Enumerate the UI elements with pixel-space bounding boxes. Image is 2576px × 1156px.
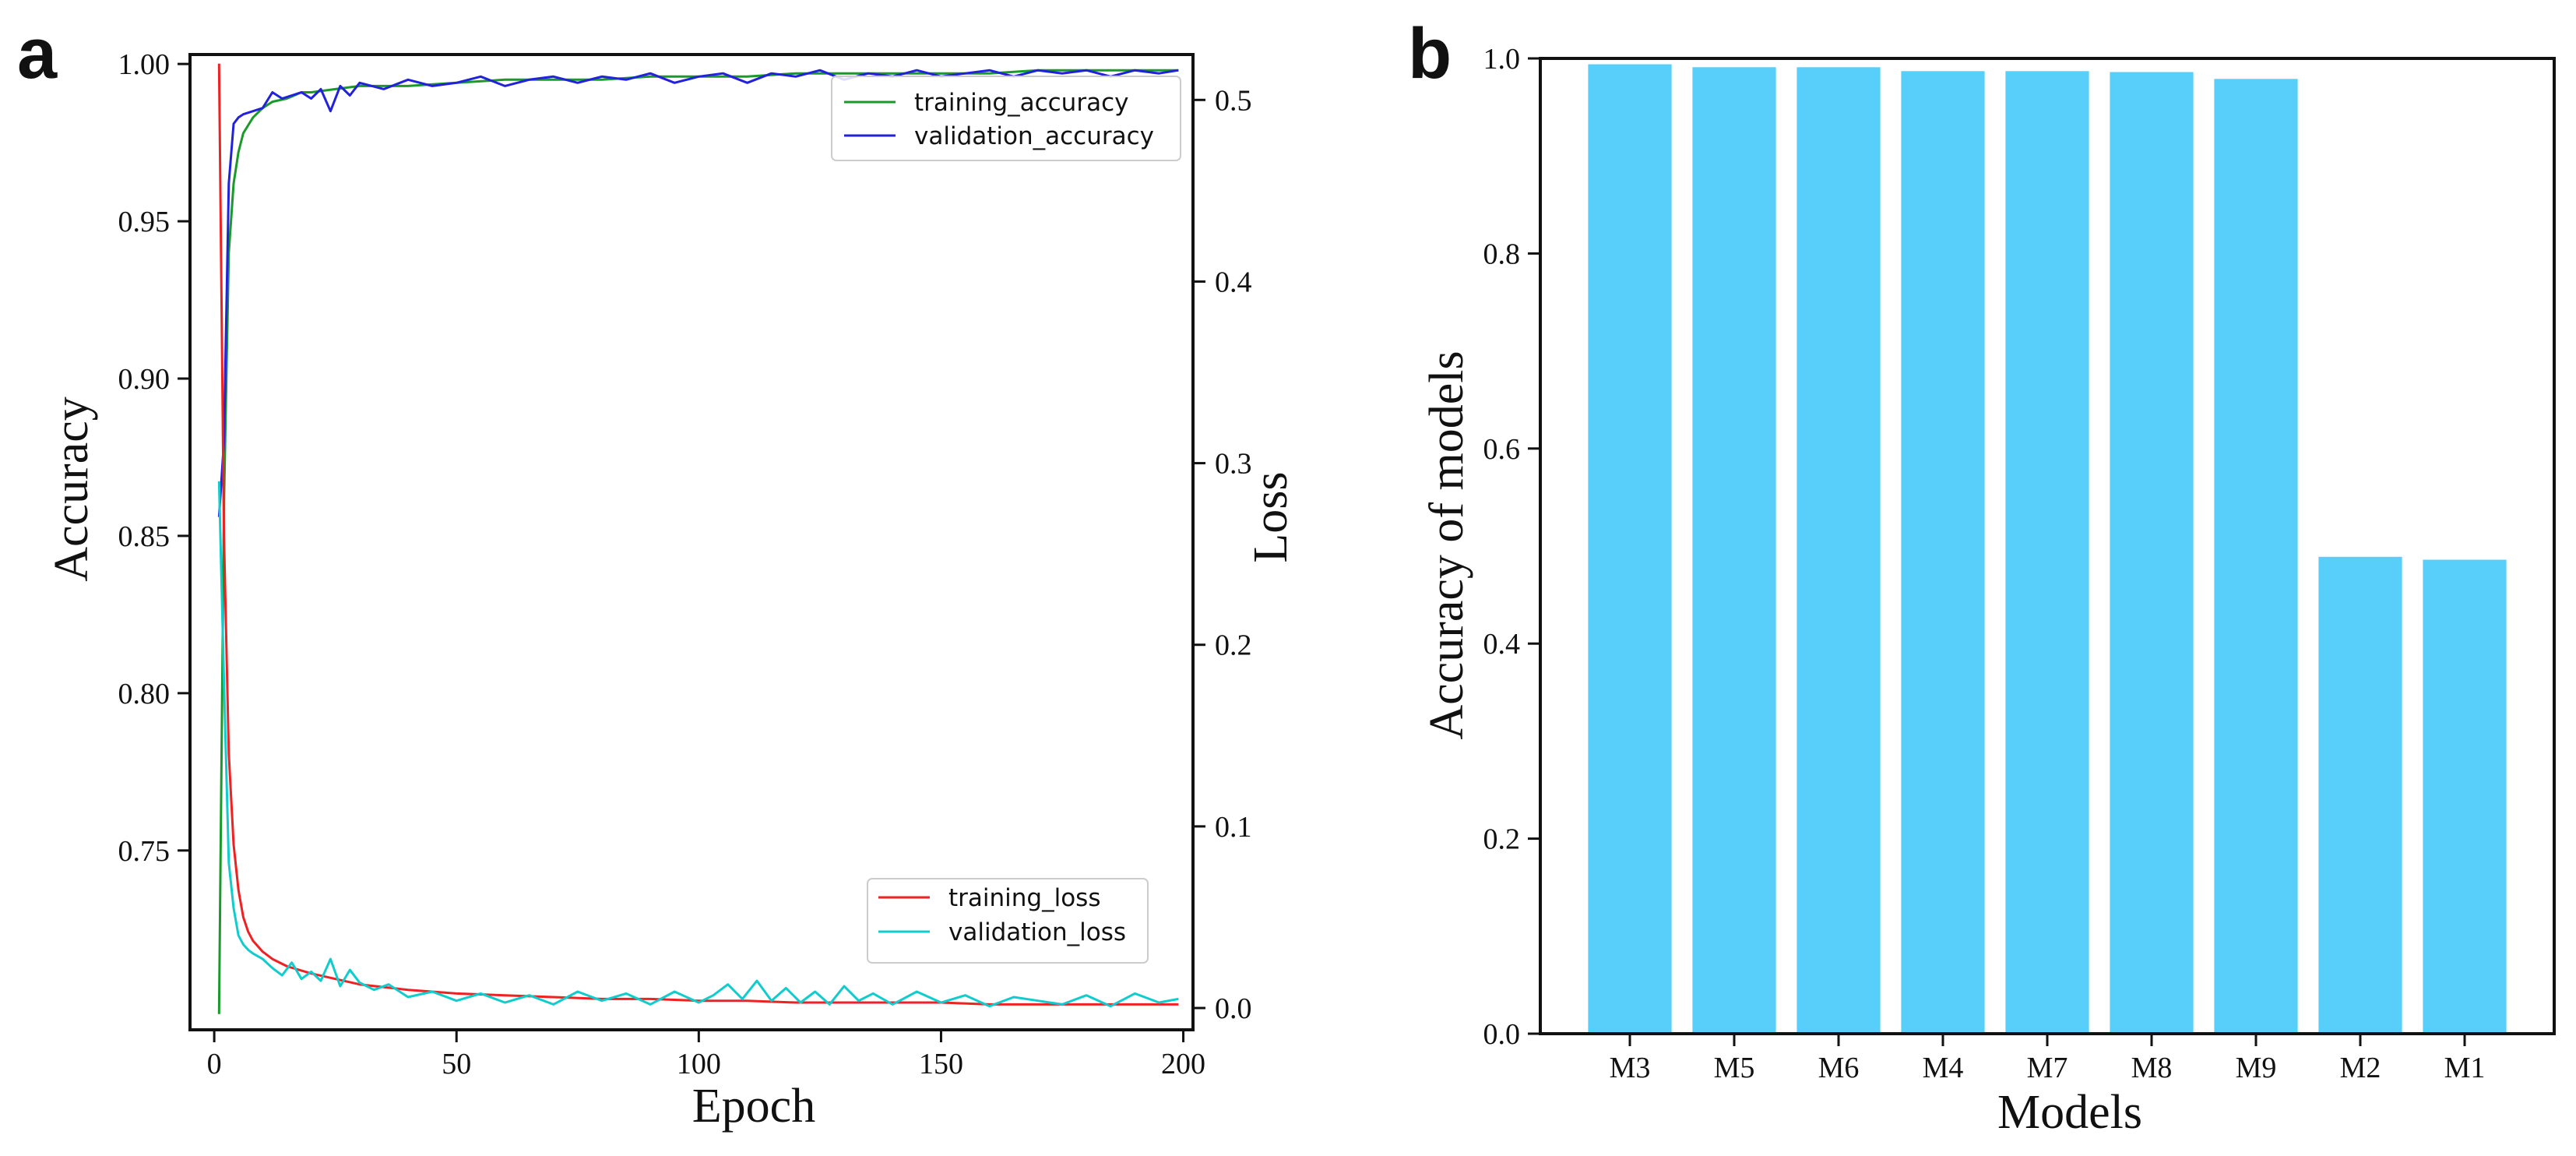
panel-a-frame [188,53,1195,1031]
legend-accuracy-box [831,76,1181,161]
legend-validation-loss-label: validation_loss [948,918,1126,946]
bar-m5 [1692,67,1776,1034]
legend-validation-accuracy-label: validation_accuracy [914,122,1154,150]
panel-a-y-ticks-left: 0.75 0.80 0.85 0.90 0.95 1.00 [118,48,190,868]
panel-a-y-axis-title-right: Loss [1244,471,1297,562]
x-tick-label: M9 [2236,1052,2277,1084]
panel-b-x-axis-title: Models [1997,1086,2142,1139]
x-tick-label: M2 [2340,1052,2381,1084]
x-tick-label: M1 [2444,1052,2486,1084]
y-tick-label-right: 0.5 [1215,84,1252,117]
y-tick-label-left: 0.75 [118,835,171,868]
series-line-validation-loss [217,481,1179,1008]
panel-a-legend-accuracy: training_accuracy validation_accuracy [831,76,1181,161]
x-tick-label: M5 [1714,1052,1755,1084]
y-tick-label-left: 1.00 [118,48,171,81]
legend-training-accuracy-label: training_accuracy [914,89,1128,117]
panel-b-letter: b [1408,14,1452,93]
panel-b-y-ticks: 0.0 0.2 0.4 0.6 0.8 1.0 [1483,43,1540,1051]
panel-a-legend-loss: training_loss validation_loss [867,878,1149,964]
panel-a-series-group [217,63,1179,1014]
y-tick-label-left: 0.95 [118,206,171,238]
bar-m3 [1588,64,1672,1034]
y-tick-label: 0.4 [1483,628,1521,661]
series-line-validation-accuracy [217,69,1179,517]
x-tick-label: M7 [2027,1052,2068,1084]
bar-m7 [2005,71,2089,1034]
series-line-training-accuracy [217,69,1179,1014]
series-line-training-loss [217,63,1179,1006]
x-tick-label: 0 [207,1048,222,1080]
y-tick-label: 0.8 [1483,238,1521,270]
panel-a-letter: a [17,14,58,93]
x-tick-label: 100 [677,1048,721,1080]
panel-a-line-chart: 0 50 100 150 200 0.75 0.80 0.85 0.90 0.95 1.00 0.… [45,48,1297,1133]
legend-training-loss-label: training_loss [948,884,1100,912]
panel-b-bars-group [1588,64,2507,1034]
panel-a-x-axis-title: Epoch [692,1080,815,1133]
y-tick-label: 1.0 [1483,43,1521,76]
panel-b-y-axis-title: Accuracy of models [1420,351,1473,739]
y-tick-label: 0.6 [1483,433,1521,466]
panel-b-x-ticks: M3 M5 M6 M4 M7 M8 M9 M2 M1 [1610,1034,2486,1084]
x-tick-label: 150 [919,1048,963,1080]
y-tick-label-right: 0.2 [1215,629,1252,662]
y-tick-label: 0.2 [1483,823,1521,856]
x-tick-label: 200 [1161,1048,1205,1080]
y-tick-label-left: 0.85 [118,520,171,553]
y-tick-label-right: 0.3 [1215,448,1252,481]
y-tick-label-right: 0.0 [1215,992,1252,1025]
y-tick-label-right: 0.1 [1215,811,1252,844]
x-tick-label: M4 [1923,1052,1964,1084]
y-tick-label-right: 0.4 [1215,266,1252,298]
panel-b-bar-chart: M3 M5 M6 M4 M7 M8 M9 M2 M1 0.0 0.2 0.4 0.6 0.8 1.0 Mo… [1420,43,2556,1139]
panel-a-y-axis-title-left: Accuracy [45,396,98,582]
panel-a-y-ticks-right: 0.0 0.1 0.2 0.3 0.4 0.5 [1193,84,1252,1025]
bar-m1 [2423,559,2507,1034]
y-tick-label: 0.0 [1483,1018,1521,1051]
x-tick-label: M6 [1818,1052,1860,1084]
legend-loss-box [867,878,1149,964]
panel-a-x-ticks: 0 50 100 150 200 [207,1030,1205,1080]
bar-m8 [2110,72,2194,1034]
bar-m9 [2214,79,2298,1034]
y-tick-label-left: 0.90 [118,363,171,396]
x-tick-label: M8 [2131,1052,2173,1084]
bar-m4 [1901,71,1985,1034]
bar-m2 [2318,556,2402,1034]
bar-m6 [1797,67,1881,1034]
x-tick-label: M3 [1610,1052,1651,1084]
y-tick-label-left: 0.80 [118,678,171,710]
x-tick-label: 50 [442,1048,471,1080]
